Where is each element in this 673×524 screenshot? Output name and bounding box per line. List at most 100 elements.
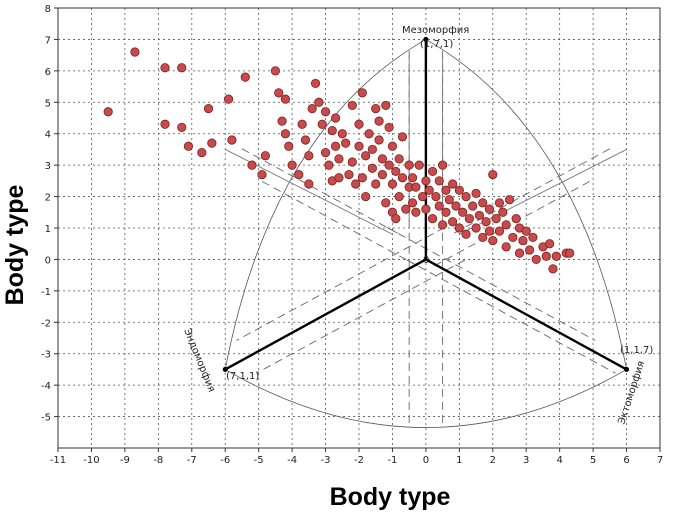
data-point: [521, 226, 531, 236]
x-tick-label: -9: [120, 455, 130, 466]
data-point: [484, 204, 495, 214]
data-point: [438, 160, 448, 170]
data-point: [381, 100, 391, 111]
data-point: [374, 116, 384, 126]
data-point: [397, 132, 408, 142]
data-point: [247, 160, 257, 170]
data-point: [407, 198, 418, 208]
data-point: [518, 235, 528, 246]
data-point: [334, 173, 344, 183]
data-point: [280, 94, 291, 104]
data-point: [541, 251, 551, 261]
data-point: [223, 94, 234, 104]
x-tick-label: 4: [556, 455, 562, 466]
data-point: [361, 151, 371, 161]
x-tick-label: 0: [423, 455, 429, 466]
data-point: [434, 201, 444, 211]
x-tick-label: -7: [187, 455, 197, 466]
data-point: [421, 176, 431, 186]
data-point: [357, 173, 367, 183]
x-tick-label: -10: [83, 455, 99, 466]
ecto-vertex: [624, 366, 630, 372]
data-point: [454, 185, 464, 195]
data-point: [103, 107, 113, 117]
data-point: [310, 78, 321, 89]
data-point: [347, 157, 357, 167]
x-tick-label: 5: [590, 455, 596, 466]
x-tick-label: -8: [153, 455, 163, 466]
data-point: [197, 147, 207, 158]
data-point: [307, 103, 317, 114]
data-point: [297, 119, 307, 129]
data-point: [494, 198, 505, 208]
y-tick-label: 5: [45, 98, 51, 109]
x-tick-label: 1: [456, 455, 462, 466]
data-point: [464, 213, 474, 224]
ectomorphy-coord: (1,1,7): [620, 345, 653, 356]
tick-labels: -11 -10 -9 -8 -7 -6 -5 -4 -3 -2 -1 0 1 2 3 4 5 6 7-5-4-3-2…: [41, 4, 663, 466]
data-point: [548, 264, 558, 274]
data-point: [347, 100, 357, 111]
data-point: [461, 191, 471, 202]
meso-vertex: [423, 36, 429, 42]
data-point: [411, 207, 421, 217]
x-tick-label: 7: [657, 455, 663, 466]
data-point: [327, 125, 337, 136]
x-axis-title: Body type: [330, 483, 451, 511]
x-tick-label: -5: [254, 455, 264, 466]
data-point: [374, 135, 384, 145]
data-point: [504, 195, 515, 205]
data-point: [551, 251, 561, 261]
data-point: [354, 141, 364, 151]
data-point: [384, 160, 394, 170]
y-tick-label: 8: [45, 4, 51, 15]
data-point: [401, 204, 411, 214]
data-point: [341, 138, 351, 148]
data-point: [367, 163, 377, 173]
data-point: [511, 213, 521, 224]
data-point: [177, 122, 187, 133]
data-points: [103, 47, 575, 274]
data-point: [441, 185, 451, 195]
y-tick-label: 2: [45, 193, 51, 204]
upper-left-band-line: [241, 148, 399, 235]
data-point: [414, 160, 424, 170]
data-point: [441, 207, 451, 217]
data-point: [387, 141, 398, 151]
data-point: [354, 119, 364, 129]
data-point: [498, 207, 508, 217]
ecto-band-line: [386, 226, 596, 341]
data-point: [367, 144, 377, 155]
endo-band-line: [256, 259, 466, 374]
y-tick-label: -1: [41, 287, 51, 298]
data-point: [304, 179, 314, 189]
data-point: [458, 207, 468, 217]
data-point: [431, 191, 441, 202]
data-point: [488, 235, 498, 246]
data-point: [337, 129, 347, 139]
data-point: [330, 141, 341, 151]
data-point: [417, 191, 428, 202]
y-tick-label: 0: [45, 255, 51, 266]
data-point: [407, 173, 418, 183]
y-tick-label: 1: [45, 224, 51, 235]
data-point: [364, 129, 374, 139]
data-point: [488, 169, 498, 180]
data-point: [454, 223, 464, 233]
data-point: [334, 154, 344, 164]
y-tick-label: 6: [45, 67, 51, 78]
y-tick-label: 3: [45, 161, 51, 172]
data-point: [314, 97, 324, 107]
data-point: [240, 72, 250, 82]
data-point: [524, 245, 535, 255]
data-point: [160, 63, 170, 73]
y-tick-label: -5: [41, 413, 51, 424]
data-point: [317, 119, 327, 129]
data-point: [411, 182, 421, 192]
data-point: [377, 154, 388, 164]
data-point: [294, 169, 304, 180]
data-point: [468, 201, 478, 211]
data-point: [514, 248, 525, 258]
